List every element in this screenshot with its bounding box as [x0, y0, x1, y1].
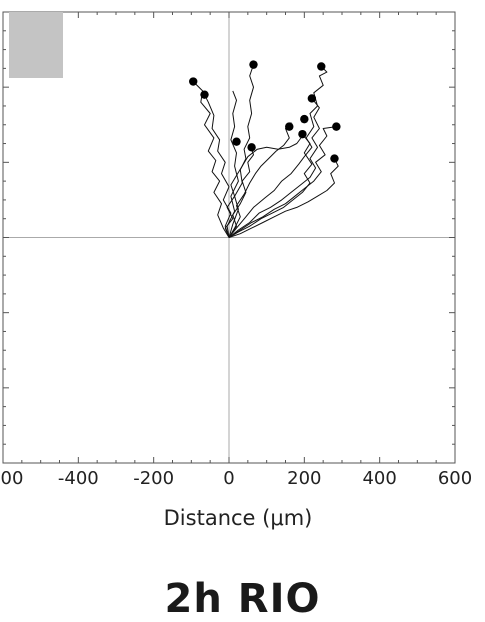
- trajectory-line: [204, 94, 232, 238]
- endpoint-marker: [232, 137, 241, 146]
- tick-labels-group: -600 -400 -200 0 200 400 600: [0, 468, 472, 489]
- endpoint-marker: [285, 122, 294, 131]
- x-axis-title: Distance (μm): [164, 506, 313, 530]
- x-tick-label: -200: [133, 468, 174, 489]
- trajectory-series-group: [192, 64, 339, 238]
- trajectory-line: [228, 98, 320, 238]
- trajectory-line: [228, 126, 337, 238]
- masked-panel-label: [9, 12, 63, 78]
- trajectory-line: [228, 133, 313, 238]
- x-tick-label: 0: [223, 468, 234, 489]
- trajectory-line: [228, 158, 339, 238]
- endpoint-marker: [189, 77, 198, 86]
- trajectory-chart: -600 -400 -200 0 200 400 600 Distance (μm): [0, 11, 472, 530]
- endpoint-marker: [200, 90, 209, 99]
- endpoint-markers-group: [189, 60, 341, 163]
- figure-caption: 2h RIO: [164, 576, 321, 622]
- trajectory-line: [228, 122, 292, 238]
- endpoint-marker: [300, 114, 309, 124]
- endpoint-marker: [317, 62, 326, 71]
- endpoint-marker: [247, 143, 256, 152]
- trajectory-line: [192, 81, 230, 238]
- x-tick-label: 200: [287, 468, 321, 489]
- trajectory-line: [228, 66, 328, 238]
- endpoint-marker: [249, 60, 258, 69]
- endpoint-marker: [332, 122, 341, 131]
- trajectory-line: [224, 135, 303, 238]
- endpoint-marker: [307, 94, 317, 103]
- axis-ticks: [2, 11, 456, 464]
- endpoint-marker: [330, 154, 339, 163]
- x-tick-label: -600: [0, 468, 23, 489]
- x-tick-label: 400: [362, 468, 396, 489]
- x-tick-label: 600: [438, 468, 472, 489]
- x-tick-label: -400: [58, 468, 99, 489]
- endpoint-marker: [298, 129, 307, 139]
